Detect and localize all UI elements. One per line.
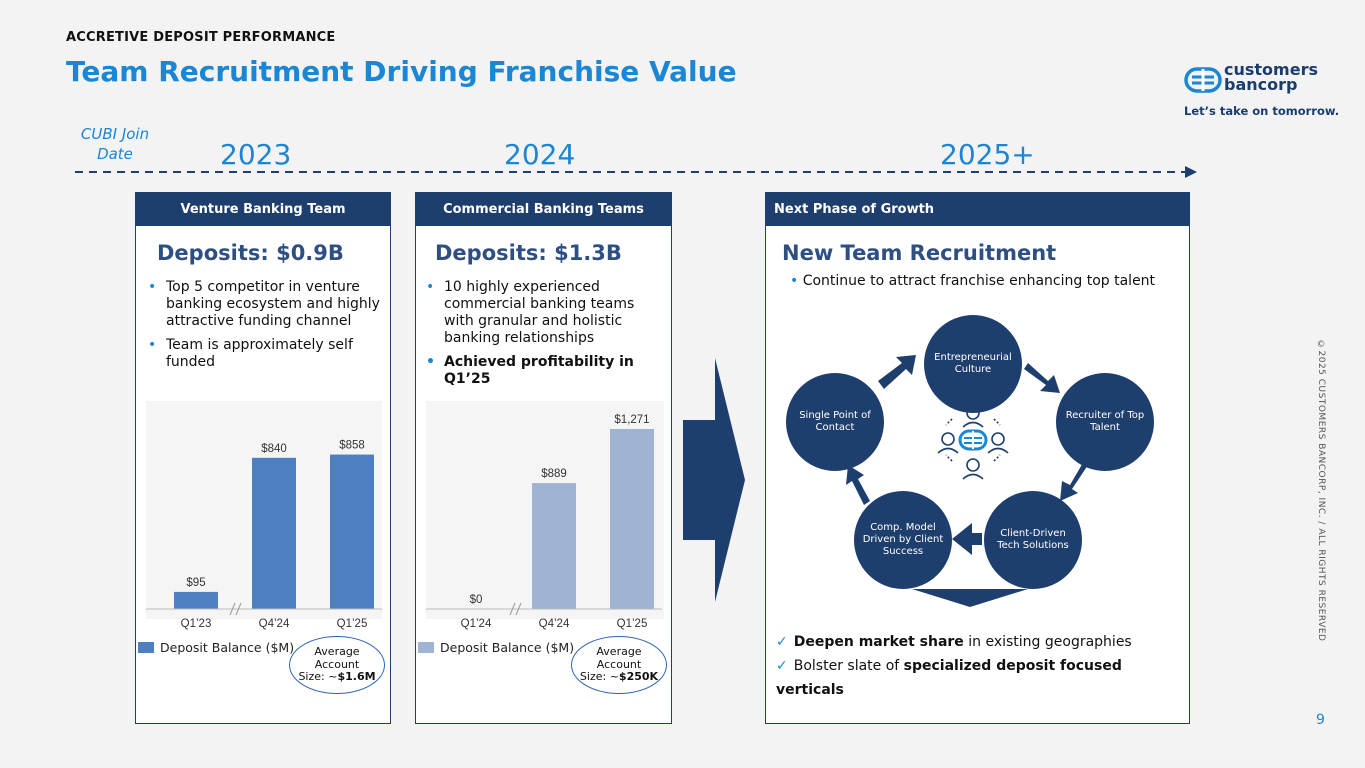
- commercial-bullets: 10 highly experienced commercial banking…: [426, 279, 664, 395]
- oval-line: Size: ~: [579, 670, 619, 683]
- bar-value-label: $889: [541, 468, 567, 480]
- venture-avg-account-size: Average Account Size: ~$1.6M: [289, 636, 385, 694]
- logo-icon: [1184, 67, 1222, 93]
- chart-bar: [252, 457, 296, 609]
- bar-value-label: $0: [470, 594, 483, 606]
- chart-bar: [532, 483, 576, 609]
- year-2025-plus: 2025+: [940, 138, 1035, 171]
- commercial-deposits: Deposits: $1.3B: [435, 241, 622, 265]
- oval-value: $250K: [618, 670, 659, 683]
- oval-line: Average: [596, 645, 642, 658]
- timeline-arrow: [75, 166, 1197, 178]
- list-item: 10 highly experienced commercial banking…: [426, 279, 664, 347]
- chart-bar: [174, 591, 218, 609]
- list-item: Achieved profitability in Q1’25: [426, 354, 664, 388]
- oval-line: Account: [314, 657, 360, 671]
- tagline: Let’s take on tomorrow.: [1184, 104, 1340, 118]
- commercial-panel-header: Commercial Banking Teams: [416, 193, 671, 226]
- copyright: ©2025 CUSTOMERS BANCORP, INC. / ALL RIGH…: [1316, 340, 1326, 642]
- logo-line-2: bancorp: [1224, 75, 1298, 94]
- check-bold: specialized deposit focused verticals: [776, 658, 1122, 698]
- chart-bar: [610, 429, 654, 609]
- growth-bullet-text: Continue to attract franchise enhancing …: [802, 273, 1156, 289]
- venture-legend: Deposit Balance ($M): [138, 640, 294, 655]
- list-item: ✓ Deepen market share in existing geograp…: [776, 630, 1181, 654]
- x-tick-label: Q1’23: [181, 618, 212, 630]
- growth-title: New Team Recruitment: [782, 241, 1057, 265]
- big-arrow-icon: [683, 358, 745, 602]
- commercial-legend: Deposit Balance ($M): [418, 640, 574, 655]
- list-item: Team is approximately self funded: [148, 337, 380, 371]
- axis-break-icon: [509, 602, 522, 616]
- cycle-node-comp: Comp. Model Driven by Client Success: [854, 491, 952, 589]
- x-tick-label: Q4’24: [539, 618, 570, 630]
- cycle-node-culture: Entrepreneurial Culture: [924, 315, 1022, 413]
- checkmark-icon: ✓: [776, 658, 788, 674]
- venture-deposits: Deposits: $0.9B: [157, 241, 344, 265]
- year-2023: 2023: [220, 138, 292, 171]
- oval-line: Size: ~: [298, 670, 338, 683]
- bar-value-label: $95: [186, 577, 205, 589]
- oval-value: $1.6M: [337, 670, 376, 683]
- legend-label: Deposit Balance ($M): [440, 640, 575, 655]
- legend-label: Deposit Balance ($M): [160, 640, 295, 655]
- check-bold: Deepen market share: [793, 634, 964, 650]
- bar-value-label: $840: [261, 443, 287, 455]
- legend-swatch: [418, 642, 434, 653]
- x-tick-label: Q1’24: [461, 618, 492, 630]
- x-tick-label: Q1’25: [617, 618, 648, 630]
- bar-value-label: $1,271: [614, 414, 649, 426]
- logo-wordmark: customers bancorp: [1224, 60, 1318, 94]
- cycle-node-recruiter: Recruiter of Top Talent: [1056, 373, 1154, 471]
- venture-chart: $95 Q1’23 $840 Q4’24 $858 Q1’25: [146, 440, 382, 630]
- venture-bullets: Top 5 competitor in venture banking ecos…: [148, 279, 380, 378]
- growth-panel-header: Next Phase of Growth: [766, 193, 1189, 226]
- legend-swatch: [138, 642, 154, 653]
- arrow-icon: [952, 523, 982, 555]
- growth-panel: Next Phase of Growth New Team Recruitmen…: [765, 192, 1190, 724]
- page-title: Team Recruitment Driving Franchise Value: [66, 55, 737, 88]
- x-tick-label: Q1’25: [337, 618, 368, 630]
- year-2024: 2024: [504, 138, 576, 171]
- arrow-icon: [1024, 363, 1060, 393]
- bullet-text: 10 highly experienced commercial banking…: [444, 279, 635, 346]
- page-number: 9: [1316, 712, 1325, 728]
- list-item: Top 5 competitor in venture banking ecos…: [148, 279, 380, 330]
- oval-line: Average: [314, 645, 360, 658]
- axis-break-icon: [229, 602, 242, 616]
- cycle-node-tech: Client-Driven Tech Solutions: [984, 491, 1082, 589]
- growth-bullet: • Continue to attract franchise enhancin…: [790, 273, 1156, 289]
- x-tick-label: Q4’24: [259, 618, 290, 630]
- growth-checklist: ✓ Deepen market share in existing geograp…: [776, 630, 1181, 702]
- check-text: in existing geographies: [963, 634, 1132, 650]
- cycle-arrows: [846, 355, 1088, 555]
- checkmark-icon: ✓: [776, 634, 788, 650]
- team-center-icon: [937, 406, 1009, 480]
- bar-value-label: $858: [339, 440, 365, 452]
- chevron-down-icon: [912, 589, 1028, 607]
- cycle-node-contact: Single Point of Contact: [786, 373, 884, 471]
- join-date-label: CUBI Join Date: [80, 125, 150, 163]
- commercial-chart: $0 Q1’24 $889 Q4’24 $1,271 Q1’25: [426, 414, 662, 630]
- list-item: ✓ Bolster slate of specialized deposit fo…: [776, 654, 1181, 702]
- arrow-icon: [1060, 461, 1088, 501]
- commercial-panel: Commercial Banking Teams Deposits: $1.3B…: [415, 192, 672, 724]
- arrow-icon: [846, 465, 870, 505]
- eyebrow-heading: ACCRETIVE DEPOSIT PERFORMANCE: [66, 30, 336, 45]
- venture-panel: Venture Banking Team Deposits: $0.9B Top…: [135, 192, 391, 724]
- logo-line-1: customers: [1224, 60, 1318, 79]
- commercial-avg-account-size: Average Account Size: ~$250K: [571, 636, 667, 694]
- arrow-icon: [878, 355, 916, 389]
- chart-bar: [330, 454, 374, 609]
- check-text: Bolster slate of: [793, 658, 904, 674]
- oval-line: Account: [596, 657, 642, 671]
- venture-panel-header: Venture Banking Team: [136, 193, 390, 226]
